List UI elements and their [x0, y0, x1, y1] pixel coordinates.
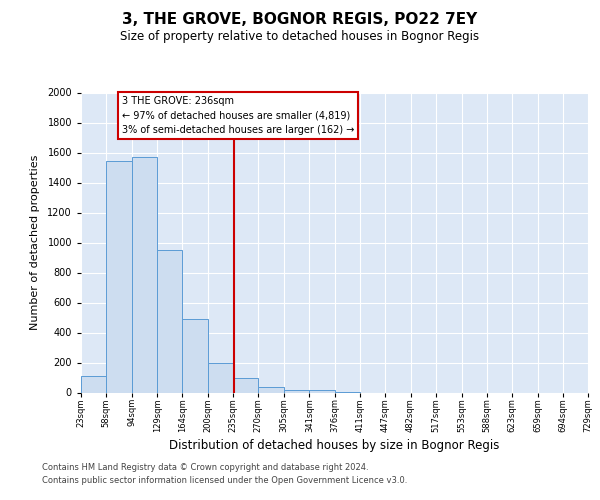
Bar — [157, 250, 182, 392]
Bar — [233, 378, 259, 392]
Bar — [81, 376, 106, 392]
Bar — [259, 387, 284, 392]
Bar — [132, 157, 157, 392]
Y-axis label: Number of detached properties: Number of detached properties — [31, 155, 40, 330]
Bar — [106, 161, 132, 392]
Text: 3 THE GROVE: 236sqm
← 97% of detached houses are smaller (4,819)
3% of semi-deta: 3 THE GROVE: 236sqm ← 97% of detached ho… — [122, 96, 355, 135]
Bar — [284, 390, 310, 392]
Text: Contains HM Land Registry data © Crown copyright and database right 2024.: Contains HM Land Registry data © Crown c… — [42, 464, 368, 472]
Text: Contains public sector information licensed under the Open Government Licence v3: Contains public sector information licen… — [42, 476, 407, 485]
Text: 3, THE GROVE, BOGNOR REGIS, PO22 7EY: 3, THE GROVE, BOGNOR REGIS, PO22 7EY — [122, 12, 478, 28]
Bar — [310, 390, 335, 392]
Bar — [208, 362, 233, 392]
Text: Size of property relative to detached houses in Bognor Regis: Size of property relative to detached ho… — [121, 30, 479, 43]
Bar — [182, 319, 208, 392]
X-axis label: Distribution of detached houses by size in Bognor Regis: Distribution of detached houses by size … — [169, 439, 500, 452]
